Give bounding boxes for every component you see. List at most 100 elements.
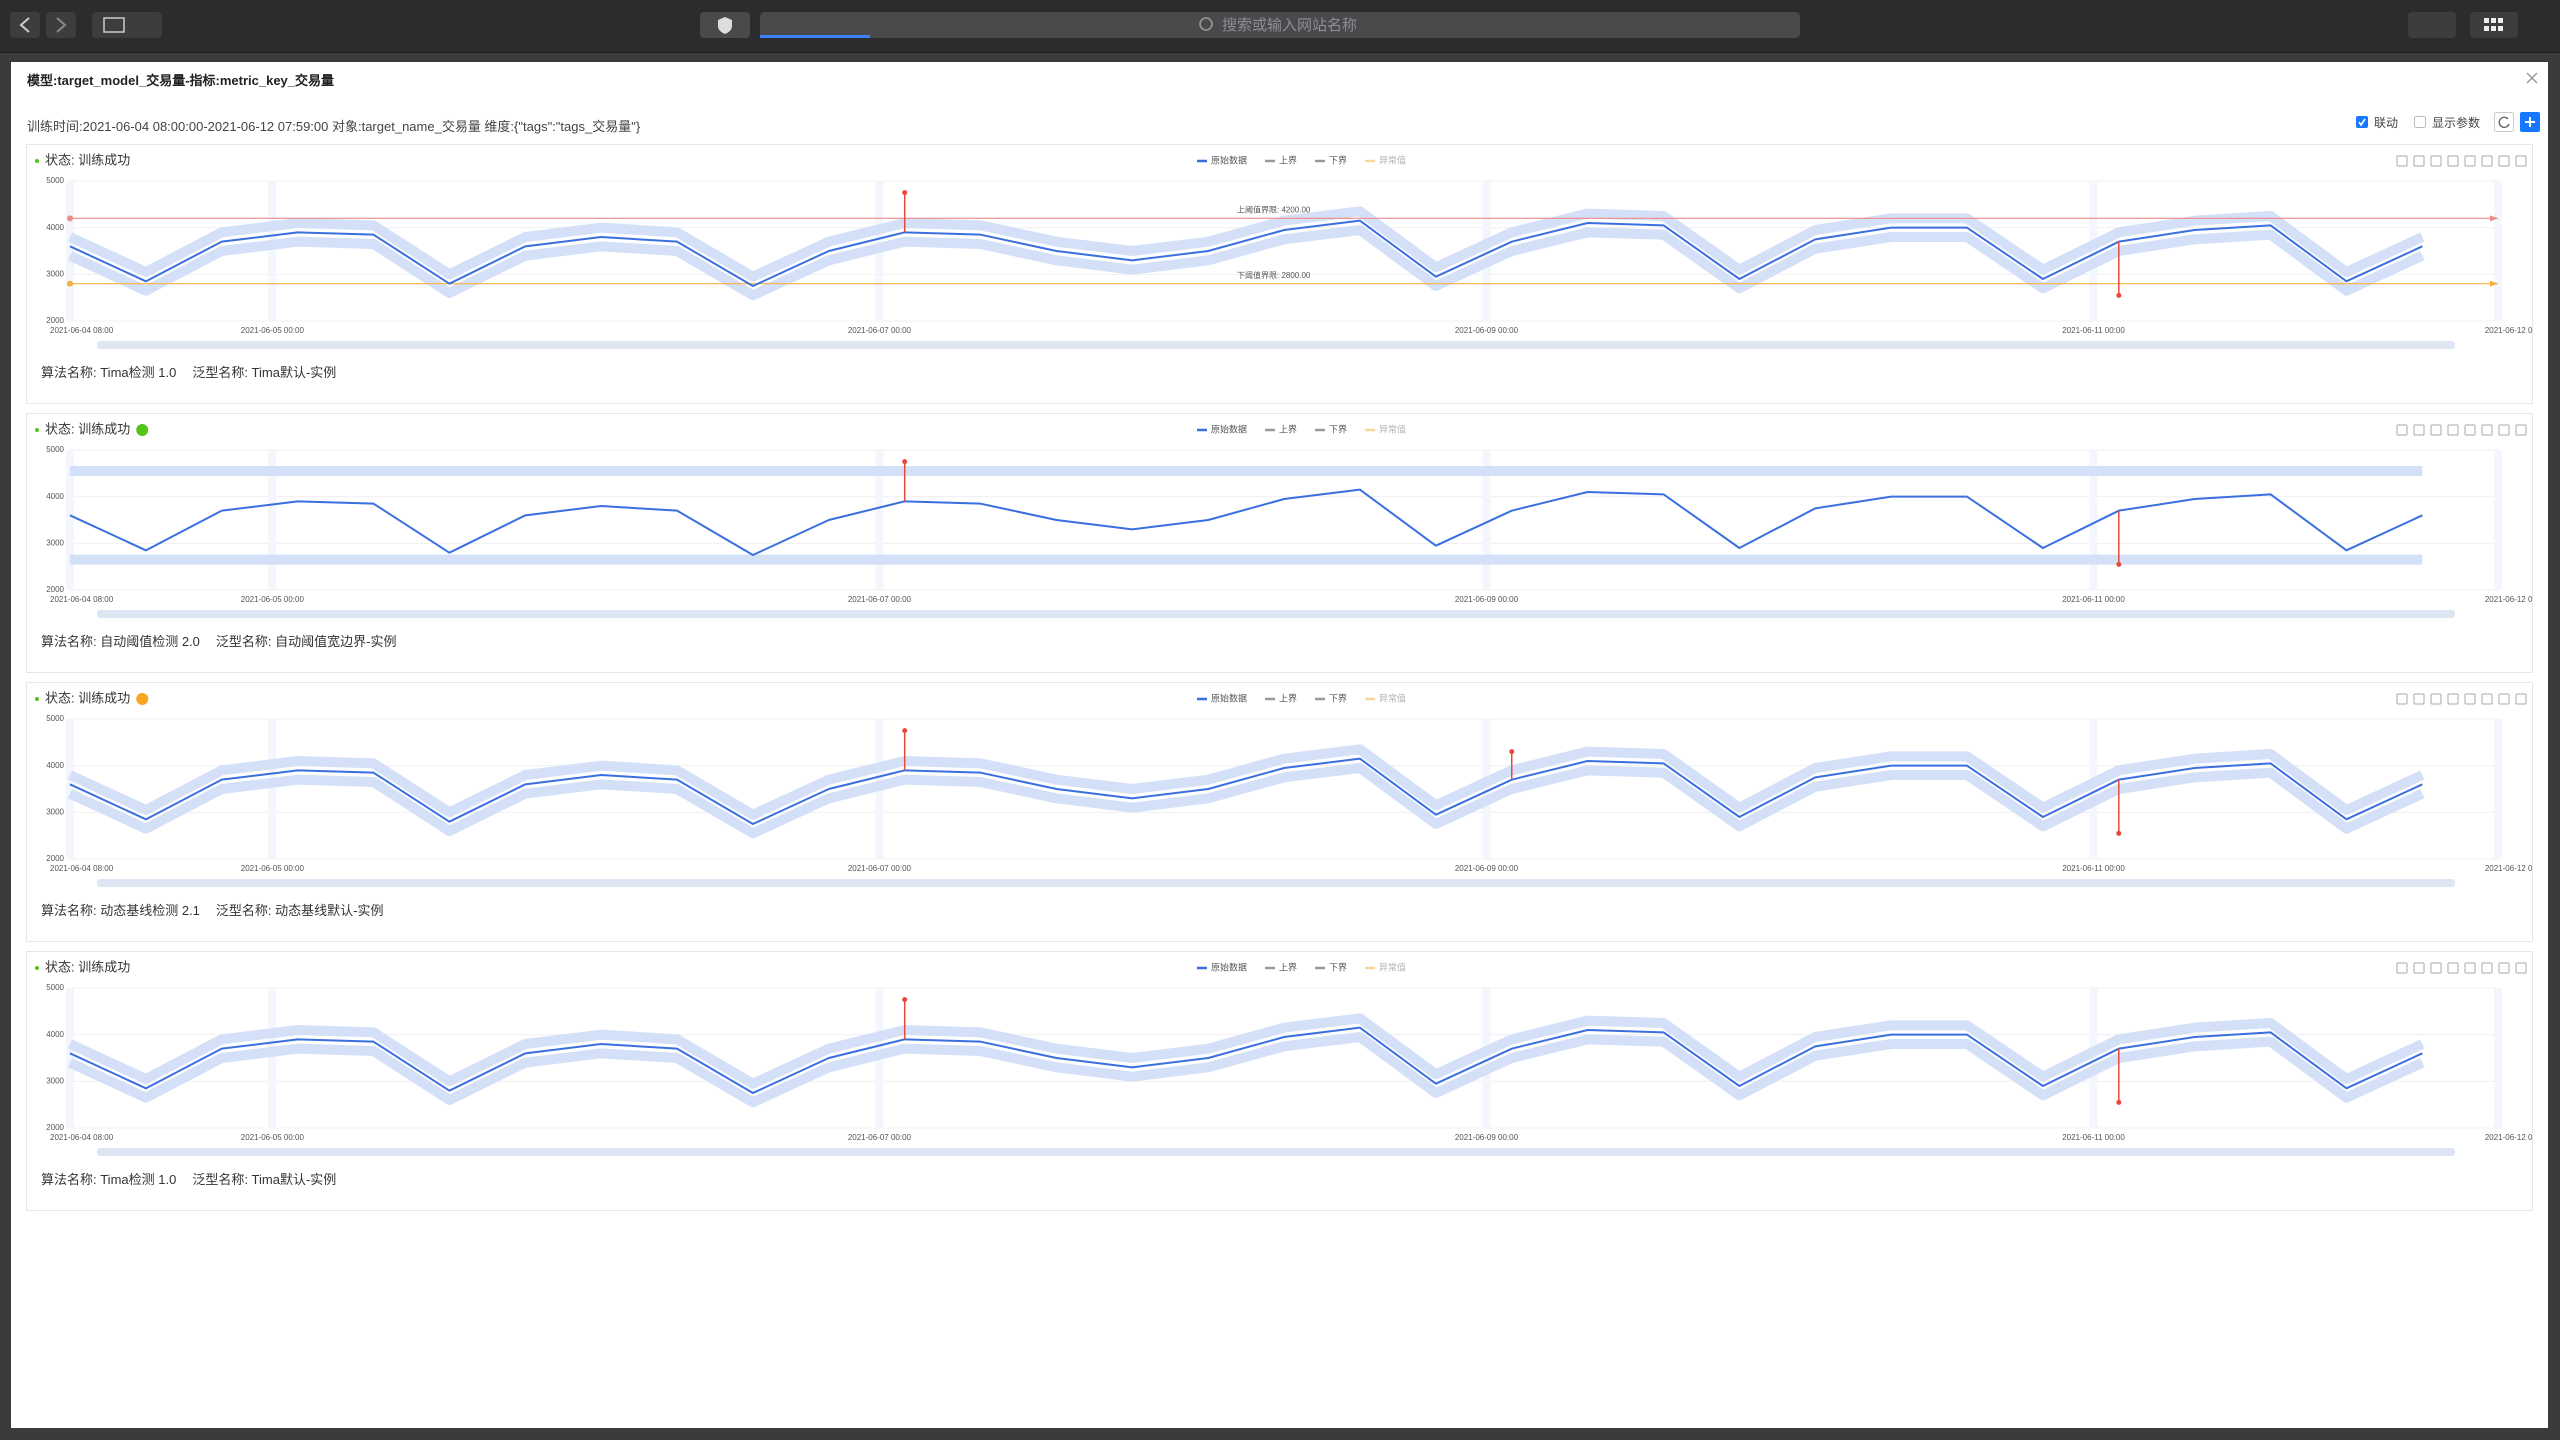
toolbox-icon[interactable] [2447, 155, 2459, 167]
toolbox-icon[interactable] [2481, 962, 2493, 974]
controls: 联动 显示参数 [2355, 112, 2540, 132]
y-tick-label: 5000 [46, 176, 64, 185]
data-line [69, 488, 2423, 556]
toolbox-icon[interactable] [2396, 693, 2408, 705]
toolbox-icon[interactable] [2498, 962, 2510, 974]
toolbox-icon[interactable] [2515, 155, 2527, 167]
search-placeholder: 搜索或输入网站名称 [1222, 17, 1357, 34]
sidebar-button[interactable] [92, 12, 162, 38]
back-button[interactable] [10, 12, 40, 38]
legend-label: 上界 [1279, 693, 1297, 703]
toolbox-icon[interactable] [2481, 693, 2493, 705]
zoom-slider[interactable] [97, 341, 2455, 349]
forward-button[interactable] [46, 12, 76, 38]
x-tick-label: 2021-06-09 00:00 [1455, 1133, 1519, 1142]
toolbox-icon[interactable] [2430, 155, 2442, 167]
anomaly-point [2116, 292, 2122, 298]
toolbox-icon[interactable] [2413, 693, 2425, 705]
x-tick-label: 2021-06-11 00:00 [2062, 864, 2125, 873]
legend-label: 下界 [1329, 155, 1347, 165]
toolbox-icon[interactable] [2515, 962, 2527, 974]
toolbox-icon[interactable] [2396, 155, 2408, 167]
toolbox-icon[interactable] [2498, 693, 2510, 705]
toolbox-icon[interactable] [2430, 424, 2442, 436]
legend-item: 下界 [1315, 693, 1347, 703]
chart: 状态: 训练成功 原始数据 上界 下界 异常值 2000 3000 4000 5000 2021-… [35, 421, 2532, 649]
bound-line [67, 225, 2425, 301]
anomaly-point [2116, 1099, 2122, 1105]
toolbox-icon[interactable] [2515, 693, 2527, 705]
legend-label: 下界 [1329, 693, 1347, 703]
share-button[interactable] [2408, 12, 2456, 38]
toolbox-icon[interactable] [2464, 962, 2476, 974]
algorithm-name: 算法名称: Tima检测 1.0 [41, 1172, 176, 1187]
toolbox-icon[interactable] [2413, 424, 2425, 436]
toolbox-icon[interactable] [2396, 424, 2408, 436]
legend-label: 上界 [1279, 155, 1297, 165]
legend-label: 异常值 [1379, 692, 1406, 703]
toolbox-icon[interactable] [2498, 424, 2510, 436]
address-bar[interactable] [760, 12, 1800, 38]
status-dot [136, 424, 149, 436]
legend-item: 下界 [1315, 155, 1347, 165]
toolbox-icon[interactable] [2447, 693, 2459, 705]
legend-item: 原始数据 [1197, 154, 1247, 165]
toolbox-icon[interactable] [2464, 155, 2476, 167]
algorithm-name: 算法名称: 自动阈值检测 2.0 [41, 634, 200, 649]
data-line [69, 1026, 2423, 1094]
status-bullet [35, 159, 39, 163]
y-tick-label: 3000 [46, 807, 64, 816]
template-name: 泛型名称: 自动阈值宽边界-实例 [216, 634, 397, 649]
legend-label: 上界 [1279, 962, 1297, 972]
toolbox-icon[interactable] [2430, 693, 2442, 705]
legend-item: 上界 [1265, 962, 1297, 972]
template-name: 泛型名称: 动态基线默认-实例 [216, 903, 384, 918]
browser-bar: 搜索或输入网站名称 [0, 0, 2560, 53]
zoom-slider[interactable] [97, 879, 2455, 887]
legend-item: 下界 [1315, 424, 1347, 434]
toolbox-icon[interactable] [2430, 962, 2442, 974]
threshold-arrow [2490, 215, 2498, 222]
tabs-button[interactable] [2470, 12, 2518, 38]
toolbox-icon[interactable] [2447, 424, 2459, 436]
modal: 模型:target_model_交易量-指标:metric_key_交易量 训练… [11, 62, 2548, 1428]
x-tick-label: 2021-06-04 08:00 [50, 1133, 114, 1142]
anomaly-point [2116, 561, 2122, 567]
anomaly-point [902, 190, 908, 196]
x-tick-label: 2021-06-09 00:00 [1455, 326, 1519, 335]
link-checkbox[interactable] [2355, 116, 2368, 128]
y-tick-label: 2000 [46, 1123, 64, 1132]
x-tick-label: 2021-06-04 08:00 [50, 326, 114, 335]
zoom-slider[interactable] [97, 1148, 2455, 1156]
status-bullet [35, 697, 39, 701]
toolbox-icon[interactable] [2464, 693, 2476, 705]
refresh-button[interactable] [2494, 112, 2514, 132]
legend-item: 上界 [1265, 155, 1297, 165]
toolbox-icon[interactable] [2498, 155, 2510, 167]
toolbox-icon[interactable] [2396, 962, 2408, 974]
legend-label: 异常值 [1379, 154, 1406, 165]
toolbox-icon[interactable] [2481, 424, 2493, 436]
params-checkbox[interactable] [2413, 116, 2426, 128]
anomaly-point [902, 997, 908, 1003]
toolbox-icon[interactable] [2413, 962, 2425, 974]
close-button[interactable] [2524, 70, 2540, 86]
x-tick-label: 2021-06-05 00:00 [241, 595, 305, 604]
x-tick-label: 2021-06-12 07:59 [2485, 595, 2532, 604]
legend-item: 异常值 [1365, 692, 1406, 703]
toolbox-icon[interactable] [2515, 424, 2527, 436]
legend-item: 原始数据 [1197, 423, 1247, 434]
toolbox-icon[interactable] [2447, 962, 2459, 974]
chart-panel: 状态: 训练成功 原始数据 上界 下界 异常值 2000 3000 4000 5000 2021-… [26, 144, 2533, 404]
toolbox-icon[interactable] [2481, 155, 2493, 167]
bound-line [67, 1032, 2425, 1108]
x-tick-label: 2021-06-11 00:00 [2062, 1133, 2125, 1142]
x-tick-label: 2021-06-05 00:00 [241, 326, 305, 335]
zoom-slider[interactable] [97, 610, 2455, 618]
toolbox-icon[interactable] [2464, 424, 2476, 436]
toolbox-icon[interactable] [2413, 155, 2425, 167]
add-button[interactable] [2520, 112, 2540, 132]
chart: 状态: 训练成功 原始数据 上界 下界 异常值 2000 3000 4000 5000 2021-… [35, 152, 2532, 380]
x-tick-label: 2021-06-09 00:00 [1455, 864, 1519, 873]
